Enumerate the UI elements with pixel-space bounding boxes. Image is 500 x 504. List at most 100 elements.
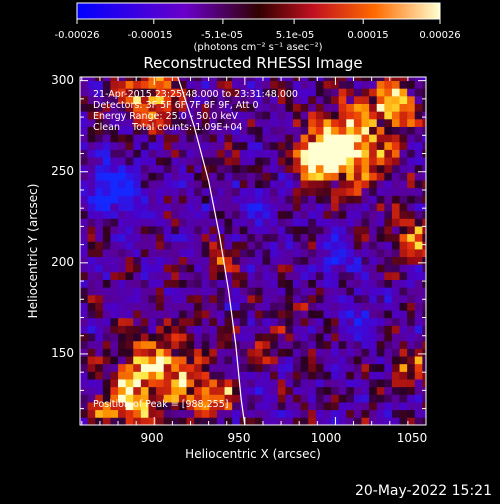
- heatmap-cell: [163, 417, 172, 425]
- heatmap-cell: [163, 256, 172, 265]
- heatmap-cell: [384, 118, 393, 127]
- heatmap-cell: [300, 356, 309, 365]
- heatmap-cell: [323, 271, 332, 280]
- heatmap-cell: [118, 210, 127, 219]
- heatmap-cell: [178, 417, 187, 425]
- heatmap-cell: [239, 287, 248, 296]
- heatmap-cell: [148, 195, 157, 204]
- heatmap-cell: [361, 118, 370, 127]
- heatmap-cell: [277, 264, 286, 273]
- heatmap-cell: [110, 111, 119, 120]
- heatmap-cell: [201, 249, 210, 258]
- heatmap-cell: [391, 157, 400, 166]
- heatmap-cell: [87, 371, 96, 380]
- heatmap-cell: [118, 195, 127, 204]
- heatmap-cell: [414, 111, 423, 120]
- heatmap-cell: [133, 77, 142, 82]
- heatmap-cell: [277, 310, 286, 319]
- heatmap-cell: [80, 363, 89, 372]
- heatmap-cell: [315, 88, 324, 97]
- heatmap-cell: [300, 417, 309, 425]
- heatmap-cell: [140, 279, 149, 288]
- heatmap-cell: [407, 103, 416, 112]
- heatmap-cell: [224, 249, 233, 258]
- heatmap-cell: [315, 233, 324, 242]
- heatmap-cell: [156, 279, 165, 288]
- heatmap-cell: [194, 103, 203, 112]
- heatmap-cell: [323, 180, 332, 189]
- heatmap-cell: [300, 302, 309, 311]
- heatmap-cell: [95, 88, 104, 97]
- heatmap-cell: [369, 126, 378, 135]
- heatmap-cell: [361, 394, 370, 403]
- heatmap-cell: [247, 111, 256, 120]
- heatmap-cell: [376, 302, 385, 311]
- heatmap-cell: [171, 356, 180, 365]
- heatmap-cell: [369, 103, 378, 112]
- heatmap-cell: [178, 111, 187, 120]
- heatmap-cell: [163, 409, 172, 418]
- heatmap-cell: [118, 287, 127, 296]
- heatmap-cell: [308, 287, 317, 296]
- heatmap-cell: [384, 402, 393, 411]
- heatmap-cell: [232, 294, 241, 303]
- heatmap-cell: [163, 294, 172, 303]
- heatmap-cell: [216, 88, 225, 97]
- heatmap-cell: [80, 348, 89, 357]
- heatmap-cell: [209, 80, 218, 89]
- heatmap-cell: [239, 172, 248, 181]
- heatmap-cell: [285, 210, 294, 219]
- heatmap-cell: [422, 340, 426, 349]
- heatmap-cell: [338, 363, 347, 372]
- heatmap-cell: [148, 210, 157, 219]
- heatmap-cell: [384, 88, 393, 97]
- heatmap-cell: [414, 371, 423, 380]
- heatmap-cell: [414, 363, 423, 372]
- heatmap-cell: [194, 371, 203, 380]
- heatmap-cell: [87, 333, 96, 342]
- heatmap-cell: [247, 172, 256, 181]
- heatmap-cell: [125, 103, 134, 112]
- heatmap-cell: [102, 371, 111, 380]
- heatmap-cell: [232, 95, 241, 104]
- heatmap-cell: [201, 149, 210, 158]
- heatmap-cell: [110, 157, 119, 166]
- heatmap-cell: [277, 402, 286, 411]
- heatmap-cell: [376, 402, 385, 411]
- heatmap-cell: [338, 386, 347, 395]
- heatmap-cell: [163, 363, 172, 372]
- heatmap-cell: [171, 317, 180, 326]
- heatmap-cell: [293, 180, 302, 189]
- heatmap-cell: [80, 95, 89, 104]
- heatmap-cell: [148, 294, 157, 303]
- heatmap-cell: [361, 157, 370, 166]
- heatmap-cell: [140, 348, 149, 357]
- heatmap-cell: [315, 249, 324, 258]
- heatmap-cell: [163, 80, 172, 89]
- heatmap-cell: [353, 302, 362, 311]
- heatmap-cell: [125, 172, 134, 181]
- heatmap-cell: [148, 317, 157, 326]
- heatmap-cell: [95, 310, 104, 319]
- heatmap-cell: [422, 88, 426, 97]
- heatmap-cell: [80, 187, 89, 196]
- heatmap-cell: [224, 409, 233, 418]
- heatmap-cell: [102, 279, 111, 288]
- heatmap-cell: [353, 249, 362, 258]
- heatmap-cell: [224, 134, 233, 143]
- heatmap-cell: [224, 172, 233, 181]
- heatmap-cell: [399, 340, 408, 349]
- heatmap-cell: [391, 134, 400, 143]
- heatmap-cell: [323, 80, 332, 89]
- heatmap-cell: [353, 317, 362, 326]
- heatmap-cell: [247, 363, 256, 372]
- heatmap-cell: [171, 88, 180, 97]
- heatmap-cell: [254, 379, 263, 388]
- heatmap-cell: [163, 180, 172, 189]
- heatmap-cell: [95, 195, 104, 204]
- heatmap-cell: [140, 302, 149, 311]
- heatmap-cell: [110, 134, 119, 143]
- heatmap-cell: [293, 271, 302, 280]
- heatmap-cell: [163, 310, 172, 319]
- heatmap-cell: [285, 203, 294, 212]
